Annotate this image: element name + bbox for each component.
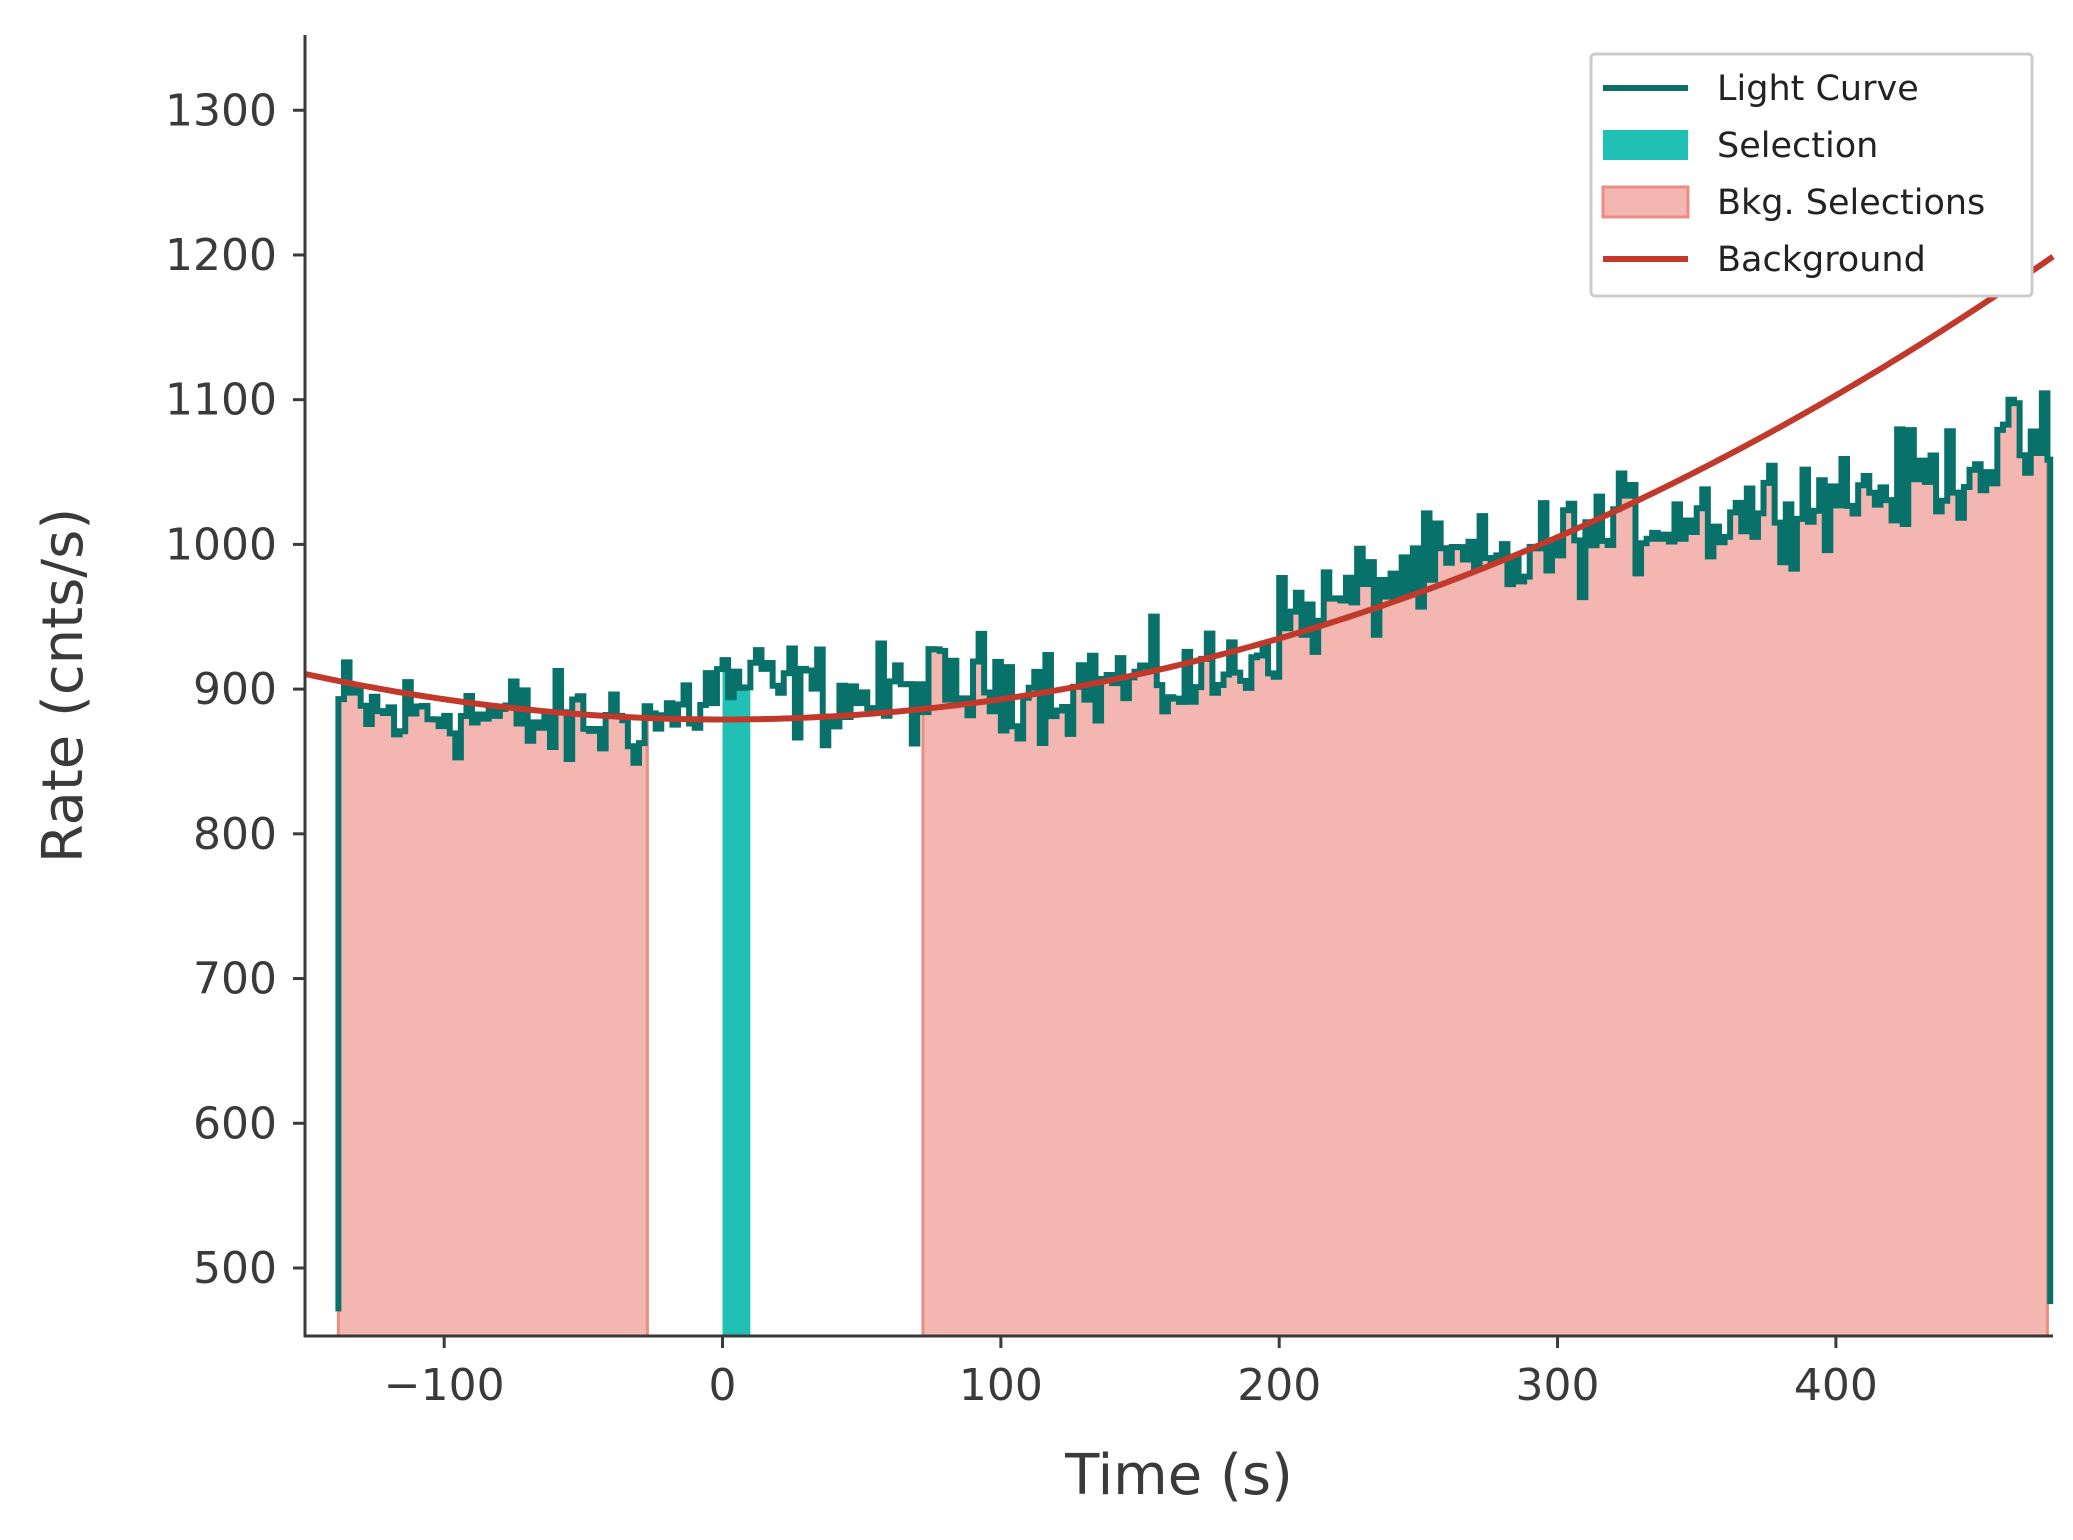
y-tick-label: 800 — [193, 809, 277, 860]
y-tick-label: 500 — [193, 1243, 277, 1294]
x-tick-label: 100 — [959, 1360, 1043, 1411]
y-tick-label: 1100 — [165, 375, 277, 426]
legend-label-light-curve: Light Curve — [1717, 69, 1919, 109]
legend-swatch-bkg-selections — [1601, 185, 1690, 219]
y-tick-label: 600 — [193, 1098, 277, 1149]
selection-layer — [722, 660, 751, 1336]
x-tick-label: 300 — [1516, 1360, 1600, 1411]
x-tick-label: 400 — [1794, 1360, 1878, 1411]
axes-layer — [303, 35, 2053, 1338]
x-tick-label: 200 — [1237, 1360, 1321, 1411]
legend: Light Curve Selection Bkg. Selections Ba… — [1589, 52, 2034, 298]
y-tick-label: 700 — [193, 954, 277, 1005]
x-axis-title: Time (s) — [1064, 1443, 1293, 1508]
background-layer — [304, 254, 2055, 723]
y-tick-label: 1000 — [165, 519, 277, 570]
x-tick-label: −100 — [384, 1360, 505, 1411]
background-curve — [304, 254, 2055, 723]
legend-swatch-selection — [1603, 130, 1688, 160]
selection-region — [722, 660, 751, 1336]
legend-label-selection: Selection — [1717, 126, 1878, 166]
y-tick-label: 900 — [193, 664, 277, 715]
legend-label-bkg-selections: Bkg. Selections — [1717, 183, 1985, 223]
y-axis-title: Rate (cnts/s) — [31, 508, 96, 863]
ticks-layer: −100 0 100 200 300 400 500 600 700 800 900 1000 1100… — [165, 85, 1878, 1411]
legend-box — [1589, 52, 2034, 298]
legend-label-background: Background — [1717, 240, 1926, 280]
bkg-selections-layer — [336, 391, 2049, 1338]
bkg-selection-0 — [336, 660, 649, 1338]
x-tick-label: 0 — [709, 1360, 737, 1411]
y-tick-label: 1300 — [165, 85, 277, 136]
y-tick-label: 1200 — [165, 230, 277, 281]
